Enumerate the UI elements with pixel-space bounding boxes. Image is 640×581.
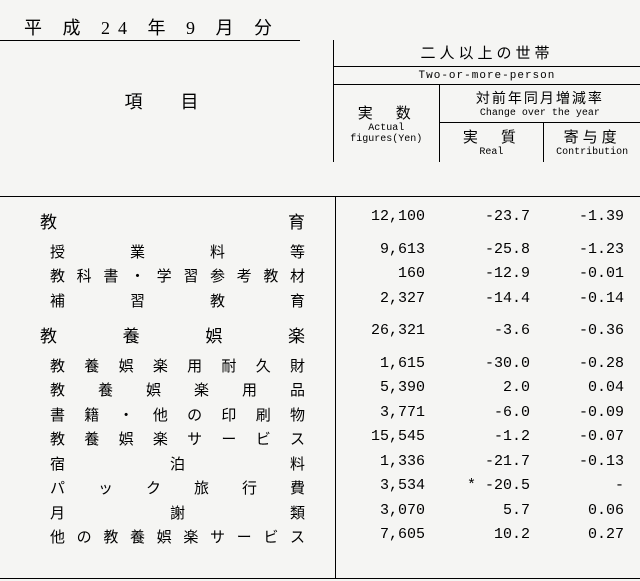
table-row: 教育 12,100 -23.7 -1.39 xyxy=(0,207,640,232)
row-gap xyxy=(0,346,640,354)
cell-c1: 9,613 xyxy=(335,241,425,258)
header-contrib-en: Contribution xyxy=(544,147,640,158)
cell-c1: 26,321 xyxy=(335,322,425,339)
header-change-en: Change over the year xyxy=(440,108,640,119)
row-gap xyxy=(0,313,640,321)
cell-c3: -0.01 xyxy=(544,265,624,282)
row-label: 教養娯楽用耐久財 xyxy=(50,355,305,376)
cell-c2: 2.0 xyxy=(440,379,530,396)
header-actual-en2: figures(Yen) xyxy=(334,134,439,145)
row-label: パック旅行費 xyxy=(50,477,305,498)
table-row: パック旅行費 3,534 * -20.5- xyxy=(0,476,640,501)
table-row: 月謝類 3,070 5.7 0.06 xyxy=(0,501,640,526)
cell-c3: 0.04 xyxy=(544,379,624,396)
table-row: 教養娯楽用耐久財 1,615 -30.0 -0.28 xyxy=(0,354,640,379)
cell-c3: -1.39 xyxy=(544,208,624,225)
cell-c3: 0.06 xyxy=(544,502,624,519)
row-label: 他の教養娯楽サービス xyxy=(50,526,305,547)
cell-c3: -0.07 xyxy=(544,428,624,445)
cell-c1: 5,390 xyxy=(335,379,425,396)
row-label: 教養娯楽サービス xyxy=(50,428,305,449)
header-table: 項 目 二人以上の世帯 Two-or-more-person 実 数 Actua… xyxy=(0,40,640,162)
cell-c2: -6.0 xyxy=(440,404,530,421)
row-gap xyxy=(0,232,640,240)
row-label: 教科書・学習参考教材 xyxy=(50,265,305,286)
table-row: 補習教育 2,327 -14.4 -0.14 xyxy=(0,289,640,314)
cell-c2: -30.0 xyxy=(440,355,530,372)
row-label: 教育 xyxy=(40,208,305,233)
cell-c1: 7,605 xyxy=(335,526,425,543)
header-change-jp: 対前年同月増減率 xyxy=(440,88,640,108)
cell-c1: 160 xyxy=(335,265,425,282)
cell-c2: -1.2 xyxy=(440,428,530,445)
cell-c2: 10.2 xyxy=(440,526,530,543)
header-group-en: Two-or-more-person xyxy=(419,70,556,82)
row-label: 月謝類 xyxy=(50,502,305,523)
row-label: 補習教育 xyxy=(50,290,305,311)
cell-c3: -0.36 xyxy=(544,322,624,339)
data-body: 教育 12,100 -23.7 -1.39 授業料等 9,613 -25.8 -1.23 教科書… xyxy=(0,196,640,579)
cell-c2: -3.6 xyxy=(440,322,530,339)
cell-c3: -0.28 xyxy=(544,355,624,372)
cell-c1: 3,771 xyxy=(335,404,425,421)
cell-c2: -12.9 xyxy=(440,265,530,282)
cell-c3: 0.27 xyxy=(544,526,624,543)
cell-c2: -25.8 xyxy=(440,241,530,258)
header-real-en: Real xyxy=(440,147,544,158)
row-label: 教養娯楽 xyxy=(40,322,305,347)
header-contrib-jp: 寄与度 xyxy=(544,126,640,147)
header-actual-en1: Actual xyxy=(334,123,439,134)
table-row: 教養娯楽用品 5,390 2.0 0.04 xyxy=(0,378,640,403)
table-row: 授業料等 9,613 -25.8 -1.23 xyxy=(0,240,640,265)
cell-c1: 12,100 xyxy=(335,208,425,225)
cell-c2: -14.4 xyxy=(440,290,530,307)
header-items: 項 目 xyxy=(124,92,208,112)
header-group-jp: 二人以上の世帯 xyxy=(420,46,553,62)
cell-c3: - xyxy=(544,477,624,494)
table-row: 教養娯楽 26,321 -3.6 -0.36 xyxy=(0,321,640,346)
header-actual-jp: 実 数 xyxy=(334,102,439,123)
cell-c2: -23.7 xyxy=(440,208,530,225)
table-row: 教養娯楽サービス 15,545 -1.2 -0.07 xyxy=(0,427,640,452)
cell-c3: -0.09 xyxy=(544,404,624,421)
cell-c1: 3,070 xyxy=(335,502,425,519)
table-row: 教科書・学習参考教材 160 -12.9 -0.01 xyxy=(0,264,640,289)
cell-c2: * -20.5 xyxy=(440,477,530,494)
header-real-jp: 実 質 xyxy=(440,126,544,147)
row-label: 宿泊料 xyxy=(50,453,305,474)
table-row: 宿泊料 1,336 -21.7 -0.13 xyxy=(0,452,640,477)
table-row: 他の教養娯楽サービス 7,605 10.2 0.27 xyxy=(0,525,640,550)
row-label: 授業料等 xyxy=(50,241,305,262)
report-title: 平 成 24 年 9 月 分 xyxy=(24,14,280,40)
rows-container: 教育 12,100 -23.7 -1.39 授業料等 9,613 -25.8 -1.23 教科書… xyxy=(0,207,640,550)
cell-c1: 1,336 xyxy=(335,453,425,470)
cell-c3: -0.13 xyxy=(544,453,624,470)
row-label: 教養娯楽用品 xyxy=(50,379,305,400)
cell-c2: -21.7 xyxy=(440,453,530,470)
cell-c1: 2,327 xyxy=(335,290,425,307)
cell-c3: -1.23 xyxy=(544,241,624,258)
cell-c1: 1,615 xyxy=(335,355,425,372)
row-label: 書籍・他の印刷物 xyxy=(50,404,305,425)
cell-c1: 3,534 xyxy=(335,477,425,494)
table-row: 書籍・他の印刷物 3,771 -6.0 -0.09 xyxy=(0,403,640,428)
cell-c3: -0.14 xyxy=(544,290,624,307)
cell-c1: 15,545 xyxy=(335,428,425,445)
cell-c2: 5.7 xyxy=(440,502,530,519)
